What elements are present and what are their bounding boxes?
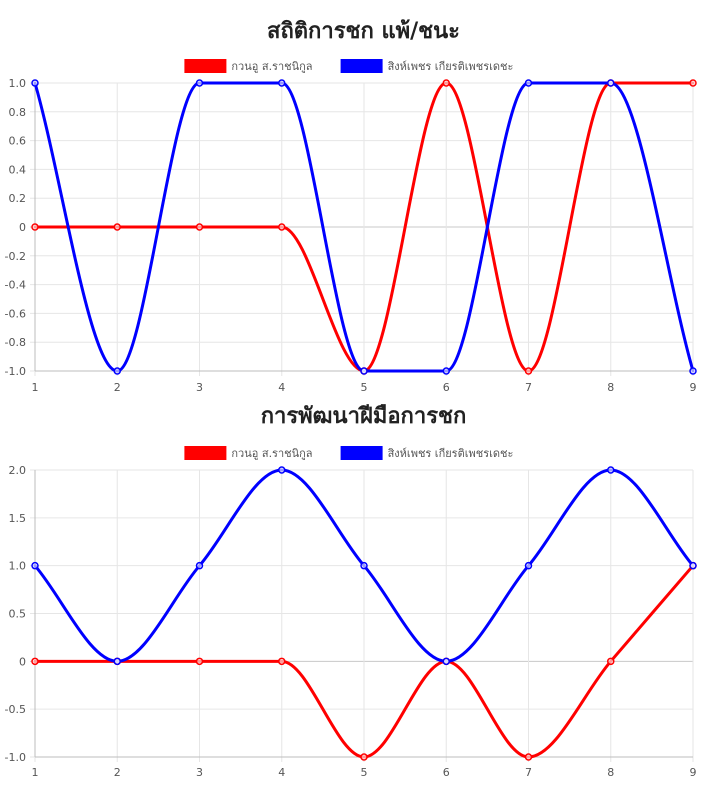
chart-1-legend-item-1[interactable]: สิงห์เพชร เกียรติเพชรเดชะ bbox=[340, 446, 514, 460]
chart-1-ytick-label-0: -1.0 bbox=[5, 751, 26, 764]
chart-0-ytick-label-5: 0 bbox=[19, 221, 26, 234]
chart-1-ytick-label-3: 0.5 bbox=[9, 608, 27, 621]
chart-0-xtick-label-4: 5 bbox=[361, 381, 368, 394]
chart-1-series-1-point-4[interactable] bbox=[360, 561, 368, 570]
chart-0-ytick-label-7: 0.4 bbox=[9, 163, 27, 176]
chart-1-series-1-point-7[interactable] bbox=[607, 466, 615, 474]
chart-1-xtick-label-7: 8 bbox=[607, 766, 614, 779]
chart-0-legend-swatch-1 bbox=[340, 59, 383, 73]
chart-1-ytick-label-5: 1.5 bbox=[9, 512, 27, 525]
chart-0-xtick-label-3: 4 bbox=[278, 381, 285, 394]
chart-1-legend-label-0: กวนอู ส.ราชนิกูล bbox=[231, 447, 312, 460]
chart-0-series-1-point-4[interactable] bbox=[360, 367, 368, 375]
chart-0-xtick-label-2: 3 bbox=[196, 381, 203, 394]
chart-1-xtick-label-5: 6 bbox=[443, 766, 450, 779]
chart-1-series-1-point-6[interactable] bbox=[524, 561, 533, 570]
chart-1-ytick-label-1: -0.5 bbox=[5, 703, 26, 716]
chart-0-series-1-point-1[interactable] bbox=[113, 367, 121, 375]
chart-1-ytick-label-4: 1.0 bbox=[9, 560, 27, 573]
chart-0-xtick-label-0: 1 bbox=[32, 381, 39, 394]
chart-1-ytick-label-2: 0 bbox=[19, 655, 26, 668]
chart-1-series-1-point-1[interactable] bbox=[113, 657, 121, 666]
chart-1-series-0-point-0[interactable] bbox=[31, 657, 39, 666]
chart-1-xtick-label-1: 2 bbox=[114, 766, 121, 779]
chart-1-xtick-label-0: 1 bbox=[32, 766, 39, 779]
chart-1-legend-swatch-0 bbox=[184, 446, 227, 460]
chart-0-xtick-label-7: 8 bbox=[607, 381, 614, 394]
chart-1-series-1-point-3[interactable] bbox=[278, 466, 286, 474]
chart-1-ytick-label-6: 2.0 bbox=[9, 464, 27, 477]
chart-0-series-0-point-6[interactable] bbox=[524, 367, 533, 375]
chart-0-series-1-point-0[interactable] bbox=[31, 79, 39, 87]
chart-1-xtick-label-4: 5 bbox=[361, 766, 368, 779]
chart-0-ytick-label-2: -0.6 bbox=[5, 307, 26, 320]
chart-1-series-0-point-4[interactable] bbox=[360, 753, 368, 761]
chart-0-series-0-point-0[interactable] bbox=[31, 223, 39, 231]
chart-0-series-1-point-7[interactable] bbox=[607, 79, 615, 87]
chart-0-legend-label-1: สิงห์เพชร เกียรติเพชรเดชะ bbox=[387, 60, 513, 73]
chart-1-series-1-point-5[interactable] bbox=[442, 657, 450, 666]
chart-1-series-1-point-2[interactable] bbox=[195, 561, 204, 570]
chart-0-series-line-0 bbox=[33, 81, 695, 373]
chart-1-series-0-point-7[interactable] bbox=[607, 657, 615, 666]
chart-0-ytick-label-1: -0.8 bbox=[5, 336, 26, 349]
chart-1-series-1-point-0[interactable] bbox=[31, 561, 39, 570]
chart-0-ytick-label-9: 0.8 bbox=[9, 106, 27, 119]
chart-1-legend-swatch-1 bbox=[340, 446, 383, 460]
chart-1-series-1-point-8[interactable] bbox=[689, 561, 697, 570]
chart-0-legend-label-0: กวนอู ส.ราชนิกูล bbox=[231, 60, 312, 73]
chart-1-series-0-point-3[interactable] bbox=[278, 657, 286, 666]
chart-0-ytick-label-4: -0.2 bbox=[5, 250, 26, 263]
chart-0-series-0-point-3[interactable] bbox=[278, 223, 286, 231]
chart-0-legend-swatch-0 bbox=[184, 59, 227, 73]
chart-0-legend-item-0[interactable]: กวนอู ส.ราชนิกูล bbox=[184, 59, 313, 73]
chart-1-legend-item-0[interactable]: กวนอู ส.ราชนิกูล bbox=[184, 446, 313, 460]
chart-0-series-0-point-1[interactable] bbox=[113, 223, 121, 231]
chart-0-xtick-label-1: 2 bbox=[114, 381, 121, 394]
chart-1-xtick-label-3: 4 bbox=[278, 766, 285, 779]
chart-1-series-0-point-2[interactable] bbox=[195, 657, 204, 666]
chart-0-title: สถิติการชก แพ้/ชนะ bbox=[267, 19, 460, 44]
chart-0-series-line-1 bbox=[33, 81, 695, 373]
chart-1-legend-label-1: สิงห์เพชร เกียรติเพชรเดชะ bbox=[387, 447, 513, 460]
chart-1-series-0-point-6[interactable] bbox=[524, 753, 533, 761]
chart-1-xtick-label-8: 9 bbox=[690, 766, 697, 779]
chart-1-series-line-0 bbox=[33, 564, 695, 759]
chart-0-series-1-point-3[interactable] bbox=[278, 79, 286, 87]
chart-0-series-1-point-8[interactable] bbox=[689, 367, 697, 375]
chart-0-series-1-point-5[interactable] bbox=[442, 367, 450, 375]
chart-0-series-0-point-2[interactable] bbox=[195, 223, 204, 231]
chart-0-ytick-label-0: -1.0 bbox=[5, 365, 26, 378]
chart-0-legend-item-1[interactable]: สิงห์เพชร เกียรติเพชรเดชะ bbox=[340, 59, 514, 73]
chart-0-xtick-label-8: 9 bbox=[690, 381, 697, 394]
chart-1-xtick-label-6: 7 bbox=[525, 766, 532, 779]
chart-0-xtick-label-6: 7 bbox=[525, 381, 532, 394]
chart-0-xtick-label-5: 6 bbox=[443, 381, 450, 394]
chart-0-series-0-point-8[interactable] bbox=[689, 79, 697, 87]
chart-1-xtick-label-2: 3 bbox=[196, 766, 203, 779]
chart-0-ytick-label-8: 0.6 bbox=[9, 135, 27, 148]
chart-0-ytick-label-10: 1.0 bbox=[9, 77, 27, 90]
chart-1-title: การพัฒนาฝีมือการชก bbox=[261, 404, 467, 429]
chart-0-ytick-label-6: 0.2 bbox=[9, 192, 27, 205]
chart-0-ytick-label-3: -0.4 bbox=[5, 279, 26, 292]
chart-0-series-1-point-6[interactable] bbox=[524, 79, 533, 87]
chart-0-series-0-point-5[interactable] bbox=[442, 79, 450, 87]
chart-0-series-1-point-2[interactable] bbox=[195, 79, 204, 87]
